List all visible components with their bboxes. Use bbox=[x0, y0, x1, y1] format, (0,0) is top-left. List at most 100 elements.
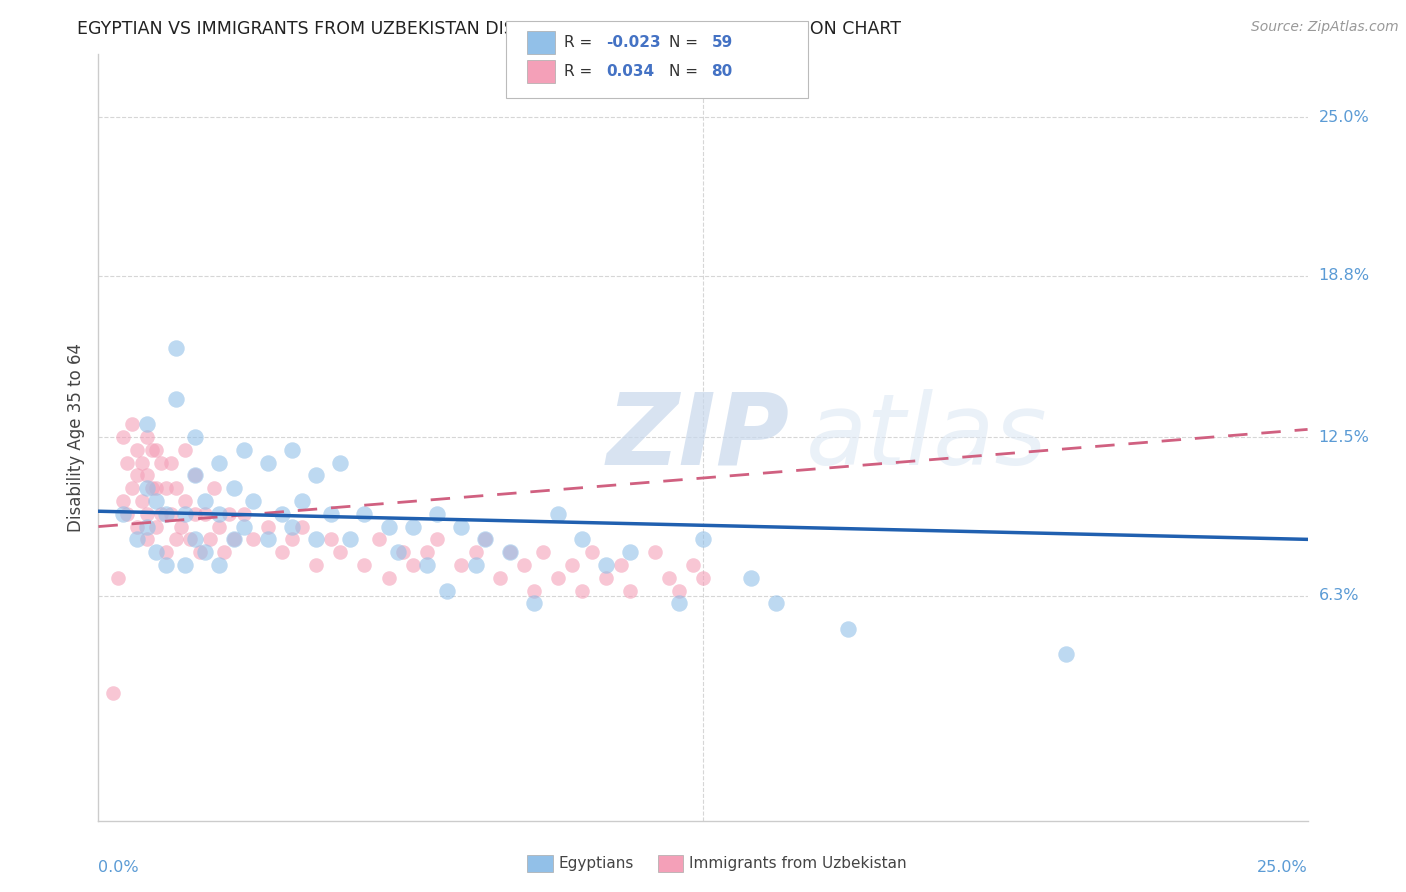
Point bbox=[135, 481, 157, 495]
Point bbox=[581, 545, 603, 559]
Point bbox=[218, 507, 240, 521]
Point bbox=[281, 442, 304, 457]
Point bbox=[117, 456, 139, 470]
Point bbox=[474, 533, 496, 547]
Point bbox=[135, 430, 157, 444]
Point bbox=[165, 392, 187, 406]
Point bbox=[387, 545, 409, 559]
Text: EGYPTIAN VS IMMIGRANTS FROM UZBEKISTAN DISABILITY AGE 35 TO 64 CORRELATION CHART: EGYPTIAN VS IMMIGRANTS FROM UZBEKISTAN D… bbox=[77, 20, 901, 37]
Point bbox=[489, 571, 512, 585]
Point bbox=[165, 341, 187, 355]
Point bbox=[290, 494, 312, 508]
Text: 80: 80 bbox=[711, 64, 733, 78]
Text: 0.034: 0.034 bbox=[606, 64, 654, 78]
Point bbox=[290, 519, 312, 533]
Point bbox=[212, 545, 235, 559]
Point bbox=[160, 507, 183, 521]
Text: Egyptians: Egyptians bbox=[558, 856, 634, 871]
Text: N =: N = bbox=[669, 64, 703, 78]
Point bbox=[547, 507, 569, 521]
Point bbox=[135, 468, 157, 483]
Point bbox=[141, 442, 163, 457]
Point bbox=[135, 519, 157, 533]
Point bbox=[619, 583, 641, 598]
Point bbox=[426, 507, 449, 521]
Point bbox=[329, 545, 352, 559]
Text: 18.8%: 18.8% bbox=[1319, 268, 1369, 284]
Text: N =: N = bbox=[669, 36, 703, 50]
Point bbox=[610, 558, 633, 572]
Point bbox=[436, 583, 458, 598]
Point bbox=[198, 533, 221, 547]
Point bbox=[256, 519, 278, 533]
Point bbox=[305, 468, 328, 483]
Point bbox=[145, 519, 167, 533]
Point bbox=[155, 507, 177, 521]
Point bbox=[160, 456, 183, 470]
Point bbox=[319, 533, 342, 547]
Point bbox=[256, 456, 278, 470]
Point bbox=[682, 558, 704, 572]
Point bbox=[111, 430, 134, 444]
Point bbox=[184, 533, 207, 547]
Point bbox=[531, 545, 554, 559]
Text: 0.0%: 0.0% bbox=[98, 860, 139, 874]
Point bbox=[392, 545, 415, 559]
Point bbox=[101, 686, 124, 700]
Point bbox=[368, 533, 391, 547]
Point bbox=[145, 494, 167, 508]
Point bbox=[232, 519, 254, 533]
Point bbox=[523, 583, 546, 598]
Point bbox=[208, 558, 231, 572]
Point bbox=[329, 456, 352, 470]
Point bbox=[740, 571, 762, 585]
Point bbox=[837, 622, 859, 636]
Text: 6.3%: 6.3% bbox=[1319, 588, 1360, 603]
Point bbox=[644, 545, 666, 559]
Point bbox=[145, 545, 167, 559]
Point bbox=[232, 507, 254, 521]
Point bbox=[184, 507, 207, 521]
Point bbox=[450, 519, 472, 533]
Point bbox=[271, 545, 294, 559]
Point bbox=[111, 494, 134, 508]
Point bbox=[513, 558, 536, 572]
Point bbox=[184, 468, 207, 483]
Point bbox=[464, 558, 486, 572]
Point bbox=[127, 519, 149, 533]
Point bbox=[194, 494, 217, 508]
Point bbox=[165, 533, 187, 547]
Point bbox=[498, 545, 520, 559]
Text: R =: R = bbox=[564, 64, 602, 78]
Point bbox=[222, 481, 245, 495]
Point bbox=[204, 481, 226, 495]
Point bbox=[174, 494, 197, 508]
Point bbox=[377, 571, 399, 585]
Point bbox=[127, 533, 149, 547]
Point bbox=[127, 468, 149, 483]
Point bbox=[242, 533, 264, 547]
Point bbox=[339, 533, 361, 547]
Text: atlas: atlas bbox=[806, 389, 1047, 485]
Point bbox=[222, 533, 245, 547]
Point bbox=[319, 507, 342, 521]
Point bbox=[547, 571, 569, 585]
Point bbox=[165, 481, 187, 495]
Point bbox=[179, 533, 201, 547]
Text: 12.5%: 12.5% bbox=[1319, 430, 1369, 444]
Point bbox=[523, 596, 546, 610]
Point bbox=[571, 533, 593, 547]
Point bbox=[595, 558, 617, 572]
Text: ZIP: ZIP bbox=[606, 389, 789, 485]
Point bbox=[145, 481, 167, 495]
Point bbox=[281, 533, 304, 547]
Text: 59: 59 bbox=[711, 36, 733, 50]
Point bbox=[450, 558, 472, 572]
Point bbox=[595, 571, 617, 585]
Point bbox=[208, 507, 231, 521]
Text: 25.0%: 25.0% bbox=[1319, 110, 1369, 125]
Point bbox=[131, 494, 153, 508]
Point bbox=[474, 533, 496, 547]
Point bbox=[232, 442, 254, 457]
Point bbox=[184, 468, 207, 483]
